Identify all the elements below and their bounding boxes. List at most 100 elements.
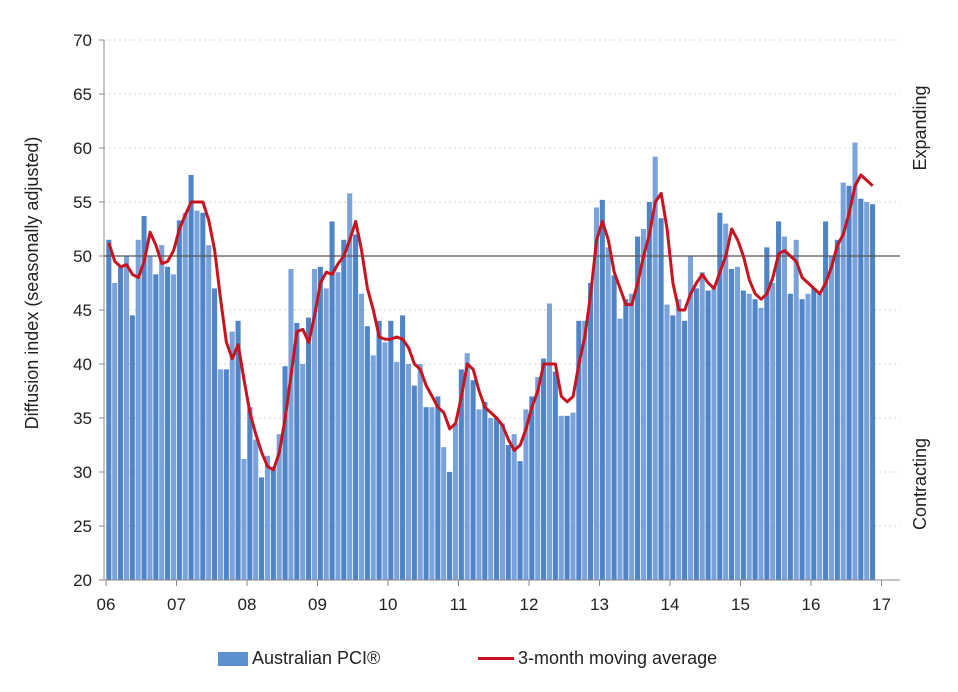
bar: [558, 415, 564, 580]
bar: [846, 185, 852, 581]
bar: [764, 247, 770, 581]
x-tick-06: 06: [97, 595, 116, 614]
y-axis-label: Diffusion index (seasonally adjusted): [22, 137, 42, 430]
x-tick-15: 15: [731, 595, 750, 614]
bar: [347, 193, 353, 581]
bar: [693, 288, 699, 580]
bar: [376, 320, 382, 580]
legend-swatch-line: [478, 657, 514, 660]
bar: [699, 272, 705, 580]
bar: [599, 199, 605, 580]
legend-item-pci: Australian PCI®: [218, 648, 380, 669]
bar: [746, 293, 752, 580]
bar: [488, 418, 494, 580]
bar: [306, 317, 312, 580]
bar: [687, 256, 693, 580]
bar: [629, 293, 635, 580]
bar: [317, 266, 323, 580]
bar: [212, 288, 218, 580]
x-tick-16: 16: [802, 595, 821, 614]
y-tick-40: 40: [73, 355, 92, 374]
bar: [229, 331, 235, 580]
bar: [505, 445, 511, 580]
bar: [153, 274, 159, 580]
bar: [717, 212, 723, 581]
bar: [623, 299, 629, 580]
bar: [288, 268, 294, 580]
bar: [799, 299, 805, 580]
bar: [353, 234, 359, 580]
bar: [646, 202, 652, 580]
moving-average-line: [107, 173, 874, 472]
y-tick-70: 70: [73, 31, 92, 50]
bar: [805, 293, 811, 580]
legend-label-moving-average: 3-month moving average: [518, 648, 718, 668]
bar: [394, 361, 400, 580]
x-tick-17: 17: [872, 595, 891, 614]
bar: [259, 477, 265, 580]
bar: [241, 459, 247, 580]
bar: [729, 268, 735, 580]
bar: [752, 299, 758, 580]
bar: [135, 239, 141, 581]
bar: [770, 283, 776, 580]
bar: [435, 396, 441, 580]
bar: [664, 304, 670, 580]
bar: [787, 293, 793, 580]
bar: [511, 434, 517, 580]
bar: [793, 239, 799, 581]
bar: [270, 466, 276, 580]
x-tick-10: 10: [379, 595, 398, 614]
bar: [652, 156, 658, 580]
legend-item-moving-average: 3-month moving average: [478, 648, 717, 669]
bar: [552, 371, 558, 580]
bar: [123, 256, 129, 580]
bar: [194, 210, 200, 580]
bar: [206, 245, 212, 580]
bar: [429, 407, 435, 580]
bar: [470, 380, 476, 580]
bar: [523, 409, 529, 580]
bar: [405, 364, 411, 580]
bar: [106, 239, 112, 581]
bar: [517, 461, 523, 580]
x-tick-09: 09: [308, 595, 327, 614]
bar: [864, 202, 870, 580]
x-tick-13: 13: [590, 595, 609, 614]
bar: [417, 364, 423, 580]
y-tick-55: 55: [73, 193, 92, 212]
bar: [452, 423, 458, 580]
bar-series: [106, 142, 876, 581]
y-tick-45: 45: [73, 301, 92, 320]
bar: [564, 415, 570, 580]
bar: [740, 290, 746, 580]
bar: [582, 320, 588, 580]
bar: [817, 293, 823, 580]
y-tick-labels: 20 25 30 35 40 45 50 55 60 65 70: [73, 31, 92, 590]
bar: [388, 320, 394, 580]
bar: [617, 318, 623, 580]
x-tick-14: 14: [661, 595, 680, 614]
bar: [217, 369, 223, 580]
bar: [640, 229, 646, 580]
y-tick-20: 20: [73, 571, 92, 590]
bar: [300, 364, 306, 580]
bar: [335, 272, 341, 580]
bar: [223, 369, 229, 580]
x-tick-08: 08: [238, 595, 257, 614]
bar: [247, 407, 253, 580]
bar: [828, 256, 834, 580]
bar: [605, 247, 611, 581]
bar: [441, 447, 447, 580]
legend: Australian PCI® 3-month moving average: [0, 640, 958, 680]
bar: [364, 326, 370, 580]
bar: [200, 212, 206, 581]
expanding-label: Expanding: [910, 85, 930, 170]
bar: [323, 288, 329, 580]
bar: [611, 275, 617, 580]
bar: [658, 218, 664, 580]
legend-swatch-bar: [218, 651, 248, 666]
bar: [147, 256, 153, 580]
x-tick-12: 12: [520, 595, 539, 614]
bar: [159, 245, 165, 580]
